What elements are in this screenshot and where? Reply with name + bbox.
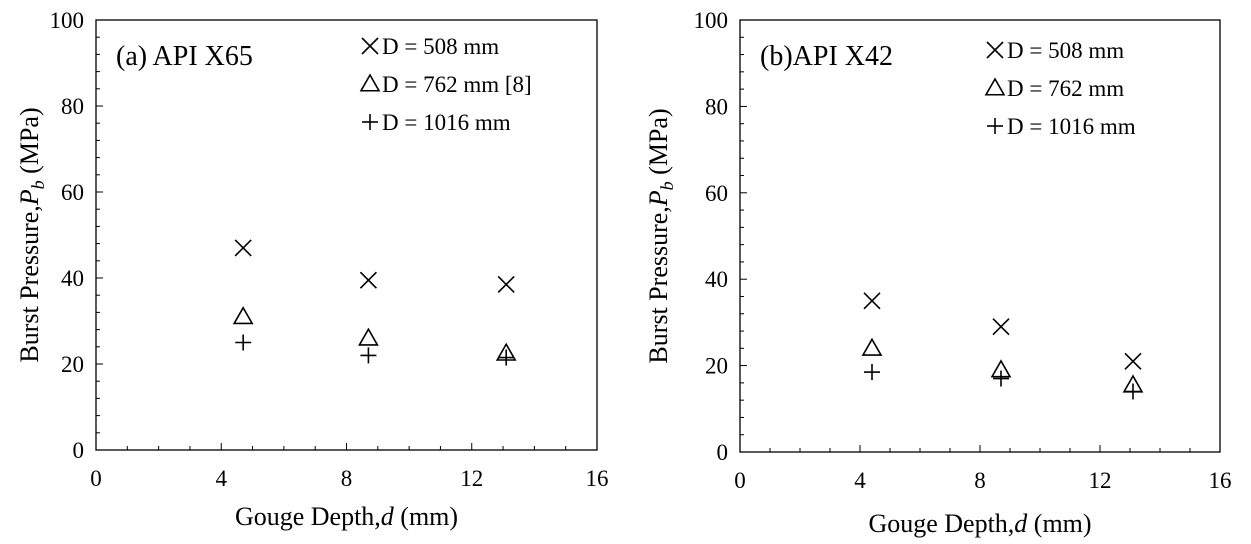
chart-b-y-tick-label: 20: [705, 354, 728, 379]
chart-b-y-tick-label: 60: [705, 181, 728, 206]
chart-b-panel-label: (b)API X42: [760, 41, 893, 72]
chart-b-y-tick-label: 0: [717, 440, 729, 465]
chart-a-legend-label: D = 762 mm [8]: [382, 72, 532, 97]
chart-b-plot-frame: [739, 19, 1221, 453]
chart-a-legend-marker: [359, 73, 381, 92]
chart-a-data-point: [234, 239, 252, 257]
chart-b-data-point: [863, 292, 881, 310]
chart-a-x-tick-label: 0: [90, 466, 102, 491]
chart-a-y-tick-label: 60: [61, 180, 84, 205]
chart-b-y-tick-label: 100: [694, 8, 729, 33]
chart-b-data-point: [864, 364, 880, 381]
chart-a-data-point: [358, 327, 379, 346]
chart-a-legend-marker: [361, 37, 379, 55]
chart-b-data-point: [1124, 352, 1142, 370]
chart-b-legend-marker: [987, 118, 1003, 134]
chart-a-y-tick-label: 20: [61, 352, 84, 377]
chart-panel-b: 0 20 40 60 80 100 0 4 8 12 16 Gouge Depth,d (mm) Bur…: [625, 0, 1251, 544]
chart-b-x-tick-label: 4: [854, 468, 866, 493]
chart-a-legend-label: D = 508 mm: [382, 34, 499, 59]
chart-a-data-point: [360, 347, 377, 364]
chart-b-svg: 0 20 40 60 80 100 0 4 8 12 16 Gouge Depth,d (mm) Bur…: [644, 8, 1232, 538]
chart-a-x-axis-label: Gouge Depth,d (mm): [235, 502, 458, 531]
chart-b-legend-label: D = 762 mm: [1007, 76, 1124, 101]
chart-a-data-point: [235, 334, 252, 351]
chart-b-x-tick-label: 0: [734, 468, 746, 493]
chart-a-y-tick-label: 80: [61, 94, 84, 119]
chart-b-data-point: [1125, 383, 1141, 400]
chart-b-data-point: [861, 337, 883, 356]
chart-b-y-tick-label: 40: [705, 267, 728, 292]
chart-b-legend-marker: [984, 77, 1006, 96]
chart-a-data-point: [497, 275, 515, 294]
chart-b-legend-label: D = 1016 mm: [1007, 114, 1136, 139]
chart-panel-a: 0 20 40 60 80 100 0 4 8 12 16 Gouge Depth,d (mm) Bur…: [0, 0, 620, 544]
chart-a-svg: 0 20 40 60 80 100 0 4 8 12 16 Gouge Depth,d (mm) Bur…: [15, 8, 609, 531]
chart-b-x-axis-label: Gouge Depth,d (mm): [868, 509, 1091, 538]
chart-a-x-tick-label: 12: [460, 466, 483, 491]
chart-a-y-tick-label: 40: [61, 266, 84, 291]
chart-b-x-tick-label: 16: [1209, 468, 1232, 493]
chart-a-x-tick-label: 8: [341, 466, 353, 491]
chart-a-x-tick-label: 16: [586, 466, 609, 491]
chart-b-x-tick-label: 8: [974, 468, 986, 493]
chart-b-data-point: [992, 318, 1010, 336]
chart-a-legend-marker: [362, 114, 378, 130]
chart-b-legend-marker: [986, 41, 1004, 59]
chart-b-data-point: [993, 370, 1009, 387]
chart-a-data-point: [359, 271, 377, 289]
chart-a-y-tick-label: 0: [73, 438, 85, 463]
chart-a-y-axis-label: Burst Pressure,Pb (MPa): [15, 107, 48, 362]
chart-b-x-tick-label: 12: [1089, 468, 1112, 493]
chart-b-y-axis-label: Burst Pressure,Pb (MPa): [644, 108, 677, 363]
chart-a-data-point: [232, 306, 254, 325]
chart-b-y-tick-label: 80: [705, 94, 728, 119]
chart-a-x-tick-label: 4: [216, 466, 228, 491]
chart-a-legend-label: D = 1016 mm: [382, 110, 511, 135]
chart-a-panel-label: (a) API X65: [116, 41, 253, 72]
chart-b-legend-label: D = 508 mm: [1007, 38, 1124, 63]
chart-a-y-tick-label: 100: [50, 8, 85, 33]
chart-a-data-point: [498, 349, 515, 366]
